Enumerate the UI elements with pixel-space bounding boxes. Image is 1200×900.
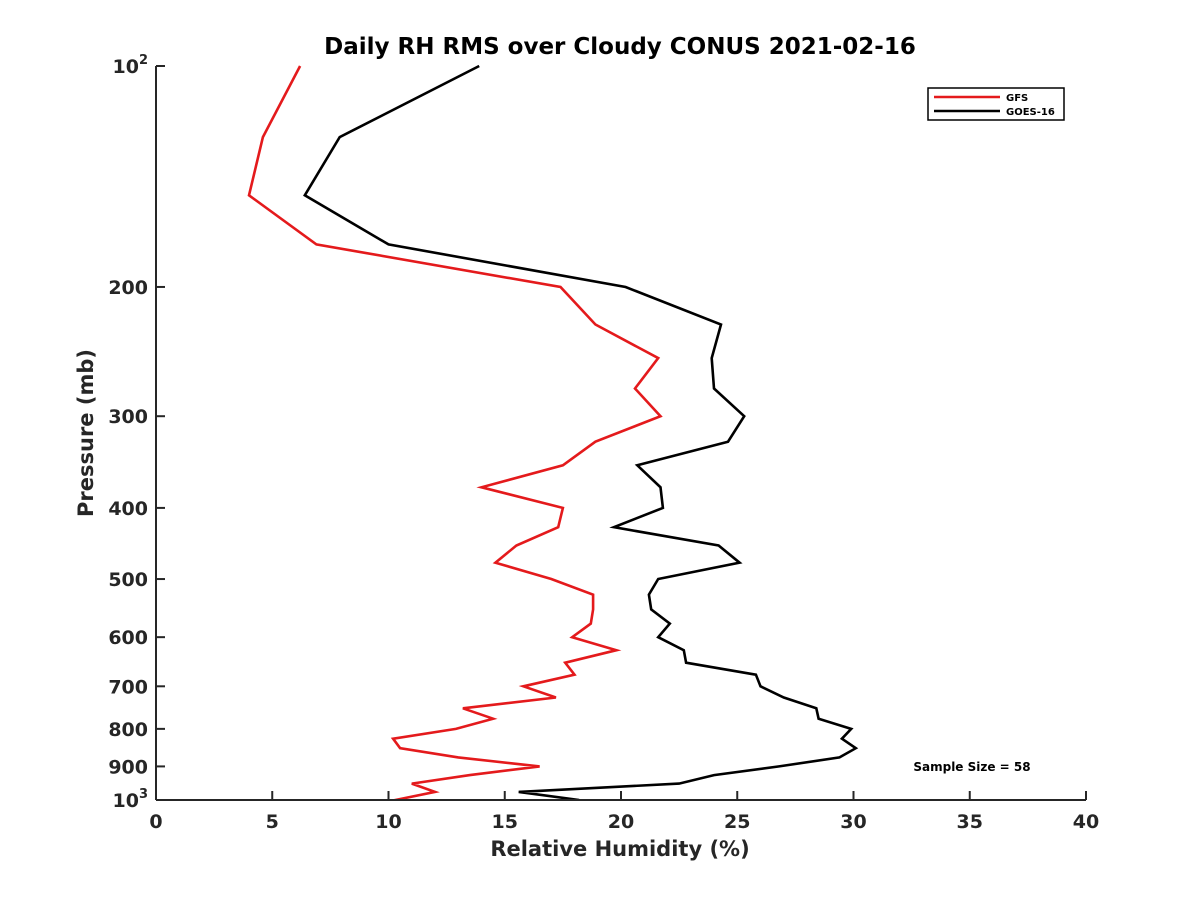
y-tick-label: 600 <box>108 627 148 649</box>
legend-label-goes16: GOES-16 <box>1006 107 1055 118</box>
y-tick-label: 103 <box>113 787 149 812</box>
y-axis-label: Pressure (mb) <box>74 349 98 517</box>
x-ticks: 0 5 10 15 20 25 30 35 40 <box>149 791 1099 833</box>
x-axis-label: Relative Humidity (%) <box>490 837 749 861</box>
y-tick-label: 500 <box>108 569 148 591</box>
series-line-gfs <box>247 65 663 800</box>
series-layer <box>247 64 859 800</box>
x-tick-label: 30 <box>840 811 866 833</box>
y-tick-label: 102 <box>113 53 149 78</box>
legend-box <box>927 87 1065 121</box>
series-line-goes16 <box>303 64 859 800</box>
x-tick-label: 0 <box>149 811 162 833</box>
y-tick-label: 900 <box>108 756 148 778</box>
chart-title: Daily RH RMS over Cloudy CONUS 2021-02-1… <box>324 34 916 60</box>
y-tick-label: 800 <box>108 719 148 741</box>
sample-size-annotation: Sample Size = 58 <box>913 760 1030 774</box>
x-tick-label: 25 <box>724 811 750 833</box>
legend: GFS GOES-16 <box>927 87 1065 121</box>
y-tick-label: 400 <box>108 498 148 520</box>
x-tick-label: 5 <box>266 811 279 833</box>
y-tick-label: 200 <box>108 277 148 299</box>
y-tick-label: 700 <box>108 676 148 698</box>
legend-label-gfs: GFS <box>1006 93 1028 104</box>
x-tick-label: 20 <box>608 811 634 833</box>
y-tick-label: 300 <box>108 406 148 428</box>
y-ticks: 102 200 300 400 500 600 700 800 900 103 <box>108 53 165 812</box>
x-tick-label: 40 <box>1073 811 1099 833</box>
x-tick-label: 35 <box>957 811 983 833</box>
x-tick-label: 10 <box>375 811 401 833</box>
x-tick-label: 15 <box>492 811 518 833</box>
